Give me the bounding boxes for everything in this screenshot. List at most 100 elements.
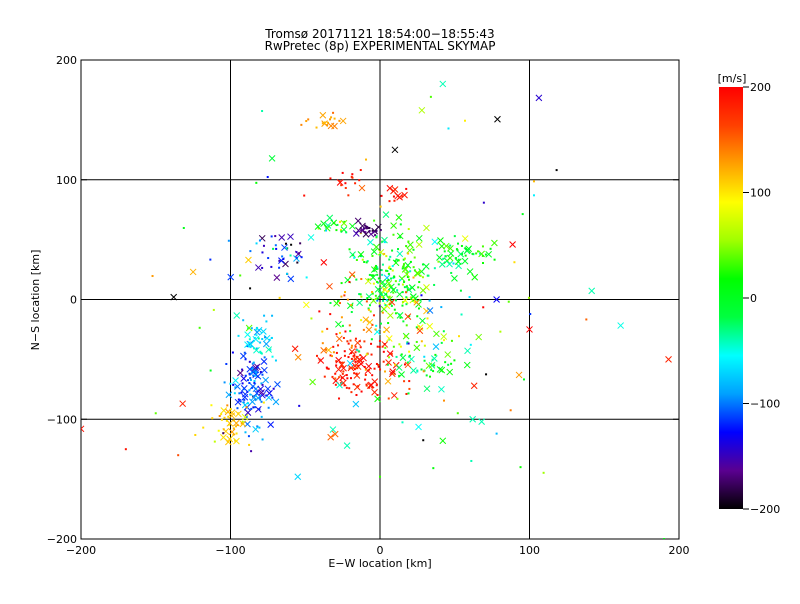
data-point — [364, 373, 367, 376]
data-point-cross — [413, 269, 421, 277]
data-point — [388, 265, 391, 268]
data-point — [475, 252, 478, 255]
data-point-cross — [423, 385, 431, 393]
data-point-cross — [396, 250, 404, 258]
data-point — [342, 336, 345, 339]
data-point-cross — [440, 333, 448, 340]
data-point-cross — [375, 223, 382, 231]
data-point-cross — [367, 238, 374, 246]
data-point-cross — [249, 383, 257, 390]
data-point — [393, 275, 396, 278]
data-point — [412, 266, 415, 269]
data-point-cross — [220, 407, 228, 414]
data-point-cross — [438, 261, 446, 268]
data-point — [326, 327, 329, 330]
data-point — [248, 389, 251, 392]
data-point-cross — [189, 268, 197, 276]
data-point — [343, 220, 346, 223]
data-point — [428, 299, 431, 302]
data-point — [266, 176, 269, 179]
data-point — [269, 348, 272, 351]
data-point-cross — [317, 357, 325, 364]
data-point — [372, 282, 375, 285]
data-point — [353, 354, 356, 357]
data-point — [209, 369, 212, 372]
data-point — [399, 223, 402, 226]
data-point — [381, 263, 384, 266]
data-point-cross — [396, 232, 404, 240]
data-point-cross — [346, 359, 354, 367]
data-point — [495, 432, 498, 435]
data-point — [471, 252, 474, 255]
data-point — [402, 264, 405, 267]
x-tick-label: −200 — [66, 544, 96, 557]
data-point-cross — [307, 234, 315, 241]
data-point — [262, 244, 265, 247]
data-point — [379, 475, 381, 478]
data-point — [481, 254, 484, 257]
data-point-cross — [408, 355, 415, 363]
data-point — [262, 401, 265, 404]
data-point-cross — [535, 94, 543, 102]
data-point-cross — [665, 356, 672, 363]
data-point-cross — [410, 293, 417, 301]
y-tick-label: −100 — [47, 413, 77, 426]
data-point-cross — [437, 237, 444, 244]
data-point — [422, 439, 425, 442]
data-point — [338, 376, 341, 379]
data-point — [385, 255, 388, 258]
data-point — [392, 345, 395, 348]
chart-subtitle: RwPretec (8p) EXPERIMENTAL SKYMAP — [265, 39, 496, 53]
data-point-cross — [493, 296, 500, 303]
data-point-cross — [413, 298, 421, 306]
data-point — [350, 391, 353, 394]
data-point — [407, 252, 410, 255]
data-point — [350, 175, 353, 178]
data-point — [332, 351, 335, 354]
data-point — [274, 235, 277, 238]
data-point — [342, 370, 345, 373]
data-point-cross — [470, 382, 478, 390]
data-point — [333, 117, 336, 120]
y-axis-label: N−S location [km] — [29, 250, 42, 351]
data-point — [247, 402, 250, 405]
data-point-cross — [478, 418, 486, 425]
colorbar-tick-label: 200 — [750, 81, 771, 94]
data-point — [457, 258, 460, 261]
data-point — [340, 184, 343, 187]
data-point — [403, 280, 406, 283]
data-point — [426, 317, 429, 320]
data-point — [376, 273, 379, 276]
data-point — [374, 328, 377, 331]
data-point — [241, 420, 244, 423]
data-point-cross — [335, 335, 343, 343]
data-point-cross — [249, 398, 256, 406]
data-point — [372, 231, 375, 234]
data-point-cross — [340, 219, 348, 227]
data-point-cross — [475, 333, 483, 341]
data-point-cross — [410, 367, 417, 374]
data-point — [323, 375, 326, 378]
data-point — [344, 330, 347, 333]
y-tick-label: 200 — [56, 54, 77, 67]
data-point-cross — [395, 214, 403, 221]
data-point — [248, 382, 251, 385]
data-point — [371, 229, 374, 232]
data-point-cross — [425, 362, 433, 370]
data-point-cross — [294, 473, 302, 481]
data-point-cross — [362, 316, 370, 324]
data-point-cross — [415, 234, 423, 242]
colorbar-tick-label: 0 — [750, 292, 757, 305]
data-point — [232, 383, 235, 386]
data-point — [253, 380, 256, 383]
data-point — [463, 119, 466, 122]
data-point-cross — [354, 339, 361, 347]
data-point — [365, 227, 368, 230]
data-point — [261, 438, 264, 441]
data-point — [382, 350, 385, 353]
data-point — [468, 296, 471, 299]
data-point — [245, 406, 248, 409]
data-point-cross — [244, 331, 251, 339]
data-point — [355, 394, 358, 397]
data-point-cross — [302, 301, 310, 309]
